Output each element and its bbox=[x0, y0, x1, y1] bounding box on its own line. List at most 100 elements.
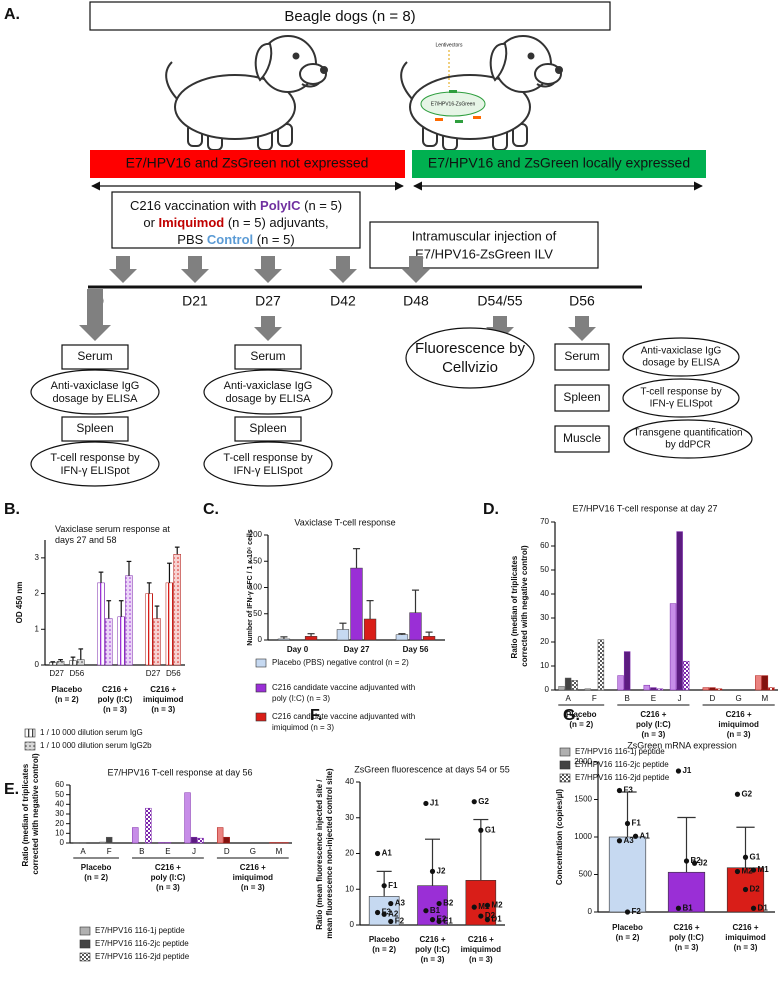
chart-title: E7/HPV16 T-cell response at day 56 bbox=[108, 767, 253, 777]
vaccination-line: PBS Control (n = 5) bbox=[177, 232, 294, 247]
y-tick-label: 0 bbox=[258, 635, 263, 644]
dog-eye bbox=[292, 52, 300, 60]
group-label: poly (I:C) bbox=[669, 933, 704, 942]
error-bar bbox=[618, 791, 637, 837]
assay-label: IFN-γ ELISpot bbox=[60, 465, 129, 477]
day-label: D21 bbox=[182, 293, 208, 309]
category-label: D27 bbox=[146, 669, 161, 678]
chart-title: Vaxiclase T-cell response bbox=[294, 517, 395, 527]
data-point bbox=[742, 854, 749, 860]
y-tick-label: 60 bbox=[55, 780, 64, 789]
title-box bbox=[89, 1, 611, 31]
day-label: D54/55 bbox=[477, 293, 522, 309]
assay-ellipse bbox=[622, 378, 740, 418]
text-line: poly (I:C) (n = 3) bbox=[272, 694, 330, 703]
phase-label: E7/HPV16 and ZsGreen not expressed bbox=[126, 155, 369, 171]
bar bbox=[715, 688, 723, 691]
dog-annotation: Lentivectors bbox=[436, 42, 463, 48]
panel-label: E. bbox=[4, 781, 19, 798]
point-label: M2 bbox=[741, 867, 753, 876]
point-label: M2 bbox=[491, 900, 503, 909]
category-label: F bbox=[107, 847, 112, 856]
group-label: (n = 3) bbox=[727, 730, 751, 739]
bar bbox=[99, 841, 106, 844]
bar bbox=[768, 687, 775, 691]
error-bar bbox=[352, 548, 361, 569]
bar bbox=[676, 531, 683, 691]
panel-label: G. bbox=[563, 707, 580, 724]
legend-label: C216 candidate vaccine adjuvanted with p… bbox=[272, 683, 417, 703]
y-tick-label: 50 bbox=[253, 609, 262, 618]
bar bbox=[702, 687, 710, 691]
point-label: G1 bbox=[485, 825, 496, 834]
x-tick-label: Day 56 bbox=[403, 645, 429, 654]
category-label: B bbox=[139, 847, 144, 856]
bar bbox=[97, 582, 105, 666]
bar bbox=[564, 677, 572, 691]
data-point bbox=[750, 905, 757, 911]
bar bbox=[190, 836, 198, 844]
point-label: F2 bbox=[395, 917, 405, 926]
group-label: C216 + bbox=[468, 935, 494, 944]
text-line: Vaxiclase serum response at bbox=[55, 524, 172, 534]
group-label: poly (I:C) bbox=[98, 695, 133, 704]
y-tick-label: 50 bbox=[55, 790, 64, 799]
group-label: Placebo bbox=[81, 863, 112, 872]
legend-label: C216 candidate vaccine adjuvanted with i… bbox=[272, 712, 417, 732]
assay-label: Anti-vaxiclase IgG bbox=[224, 380, 313, 392]
y-tick-label: 50 bbox=[540, 565, 549, 574]
y-tick-label: 0 bbox=[350, 920, 355, 929]
vaccination-segment: C216 vaccination with bbox=[130, 198, 260, 213]
legend-swatch bbox=[79, 939, 91, 949]
category-label: M bbox=[762, 694, 769, 703]
x-tick-label: Day 27 bbox=[344, 645, 370, 654]
group-label: Placebo bbox=[566, 710, 597, 719]
y-axis-label: OD 450 nm bbox=[15, 582, 24, 624]
flow-arrow bbox=[254, 316, 282, 341]
text-line: C216 candidate vaccine adjuvanted with bbox=[272, 712, 417, 721]
data-point bbox=[388, 918, 394, 925]
flow-arrow bbox=[486, 316, 514, 341]
category-label: G bbox=[250, 847, 256, 856]
bar bbox=[105, 618, 113, 666]
assay-label: Anti-vaxiclase IgG bbox=[51, 380, 140, 392]
error-bar bbox=[307, 633, 315, 637]
assay-ellipse bbox=[623, 419, 753, 459]
bar bbox=[623, 651, 631, 691]
assay-label: Transgene quantification bbox=[633, 428, 742, 439]
sample-label: Serum bbox=[564, 349, 599, 363]
data-point bbox=[624, 909, 631, 915]
text-line: days 27 and 58 bbox=[55, 535, 117, 545]
dog-eye bbox=[527, 52, 535, 60]
dog-ear bbox=[254, 42, 273, 82]
text-line: mean fluorescence non-injected control s… bbox=[325, 768, 334, 939]
dog-nose bbox=[555, 66, 563, 74]
error-bar bbox=[425, 838, 440, 886]
legend-label: E7/HPV16 116-1j peptide bbox=[575, 747, 665, 756]
assay-label: T-cell response by bbox=[640, 387, 721, 398]
point-label: B1 bbox=[430, 906, 441, 915]
data-point bbox=[734, 791, 741, 797]
error-bar bbox=[154, 605, 160, 619]
data-point bbox=[478, 913, 484, 919]
category-label: D bbox=[224, 847, 230, 856]
data-point bbox=[471, 904, 477, 910]
sample-box bbox=[554, 343, 610, 371]
legend-swatch bbox=[559, 760, 571, 770]
bar bbox=[132, 827, 139, 844]
data-point bbox=[374, 850, 381, 857]
vaccination-segment: Imiquimod bbox=[159, 215, 225, 230]
point-label: G2 bbox=[741, 789, 752, 798]
bar bbox=[216, 827, 224, 844]
text-line: corrected with negative control) bbox=[31, 753, 40, 875]
y-tick-label: 1500 bbox=[574, 795, 592, 804]
dog-snout bbox=[534, 63, 562, 85]
data-point bbox=[484, 902, 491, 908]
text-line: Placebo (PBS) negative control (n = 2) bbox=[272, 658, 409, 667]
chart-title: ZsGreen fluorescence at days 54 or 55 bbox=[354, 764, 510, 774]
data-point bbox=[675, 768, 682, 774]
data-point bbox=[478, 827, 484, 833]
phase-bar bbox=[412, 150, 706, 178]
category-label: D bbox=[710, 694, 716, 703]
point-label: E2 bbox=[437, 915, 447, 924]
